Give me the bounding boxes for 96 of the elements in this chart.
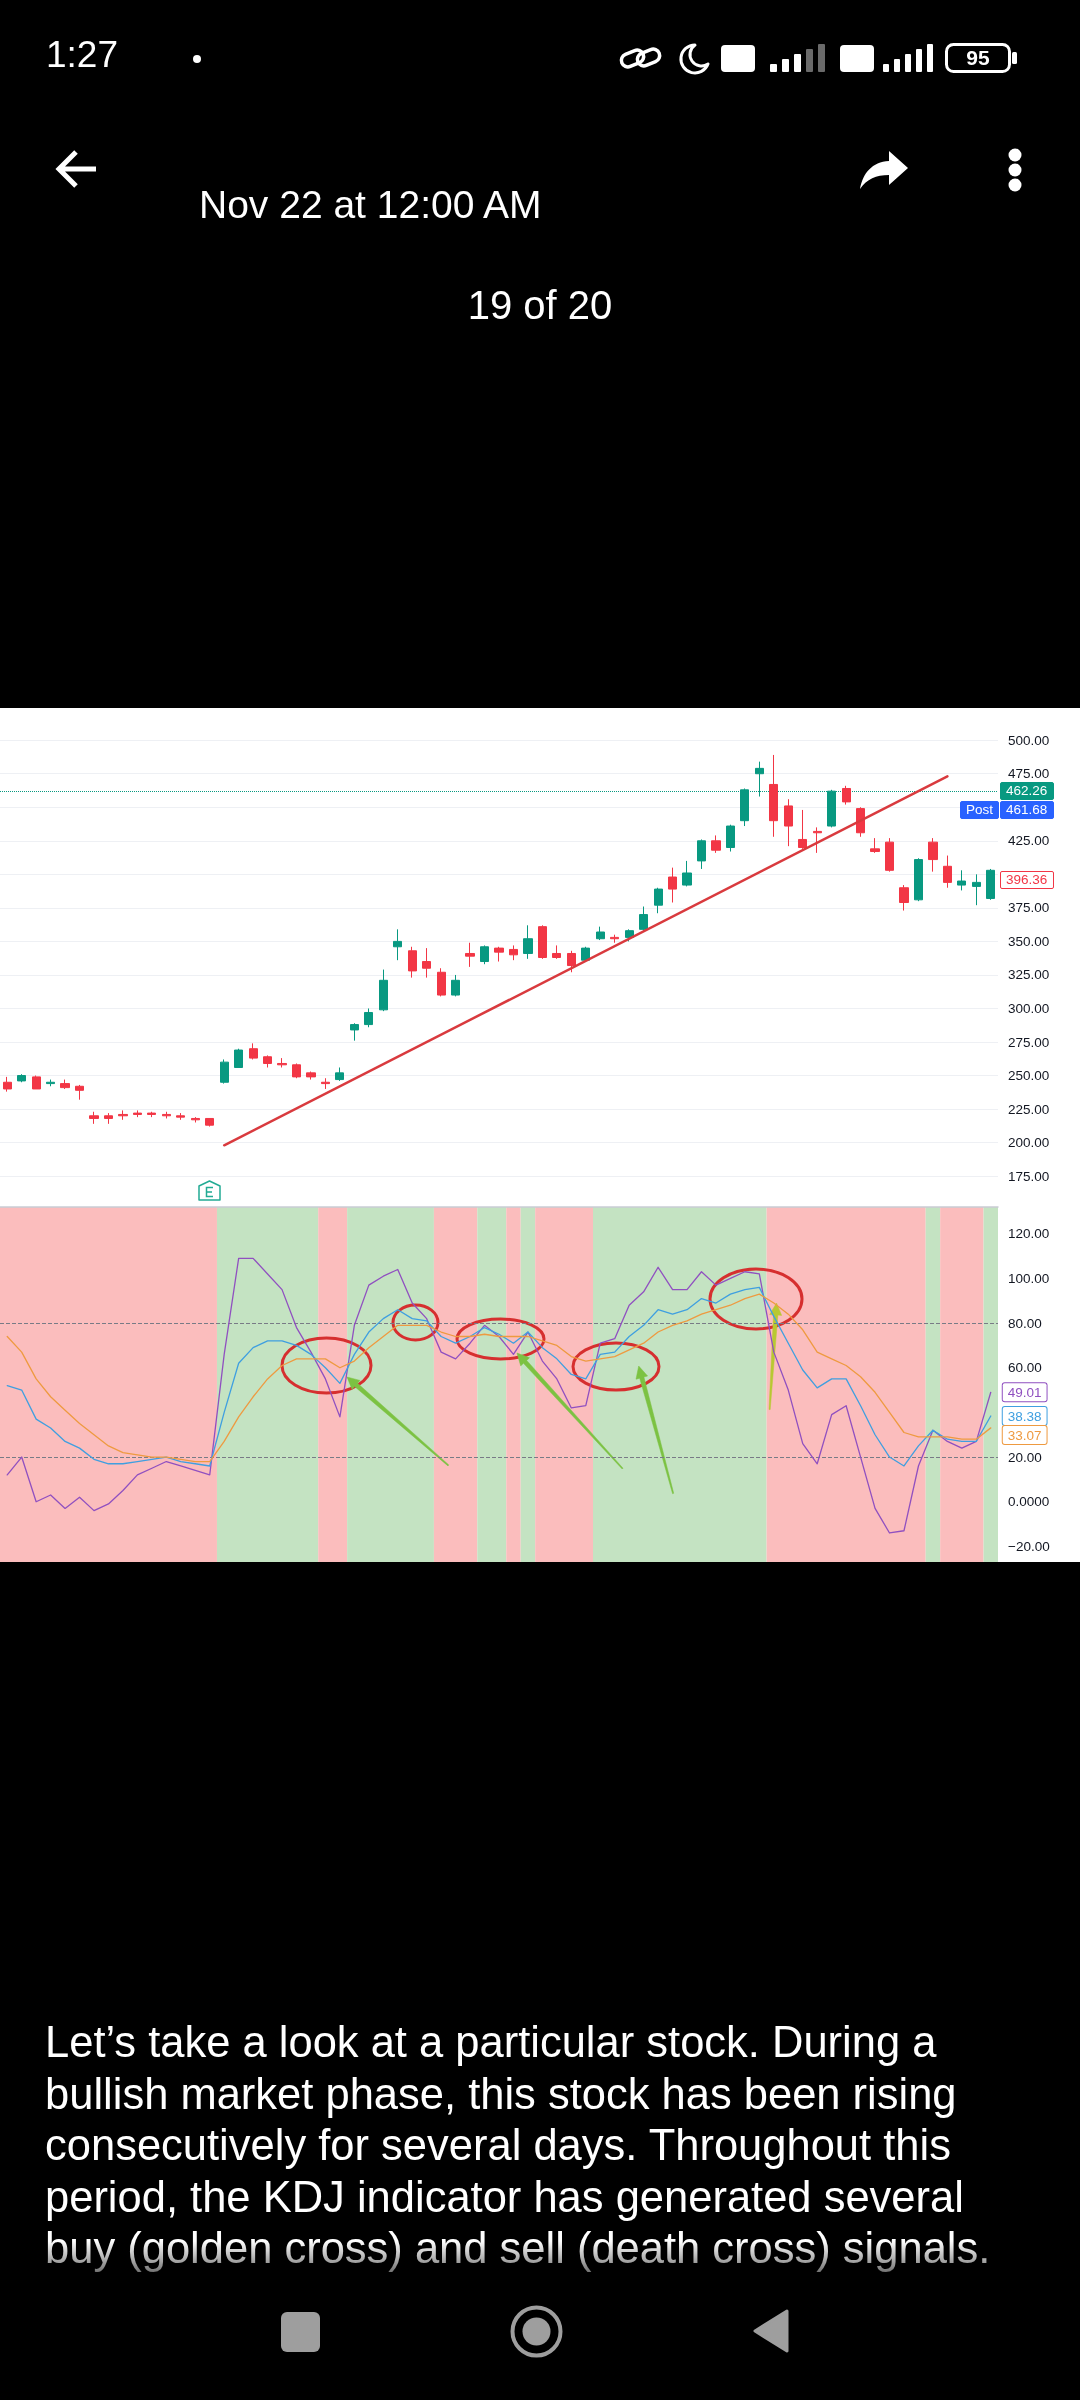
y-tick-label: 175.00 — [1008, 1168, 1050, 1184]
line-series — [6, 1257, 992, 1534]
text: 19 of 20 — [466, 283, 614, 327]
candlestick — [3, 1076, 12, 1093]
candlestick — [451, 974, 460, 997]
candlestick — [75, 1084, 84, 1101]
candlestick — [162, 1111, 171, 1119]
candlestick — [726, 824, 735, 853]
y-tick-label: 300.00 — [1008, 1000, 1050, 1016]
candlestick — [46, 1079, 55, 1087]
candlestick — [191, 1116, 200, 1123]
candlestick — [480, 944, 489, 965]
candlestick — [104, 1112, 113, 1125]
candlestick — [711, 834, 721, 854]
candlestick — [249, 1042, 258, 1060]
candlestick — [465, 942, 475, 968]
y-tick-label: 200.00 — [1008, 1135, 1050, 1151]
candlestick — [147, 1111, 156, 1118]
candlestick — [220, 1058, 229, 1085]
candlestick — [263, 1054, 272, 1068]
candlestick — [928, 837, 938, 873]
candlestick — [205, 1117, 214, 1128]
y-tick-label: 250.00 — [1008, 1068, 1050, 1084]
ref-line-label: 462.26 — [1000, 781, 1054, 800]
y-tick-label: 425.00 — [1008, 833, 1050, 849]
candlestick — [133, 1109, 142, 1118]
candlestick — [335, 1066, 344, 1082]
candlestick — [292, 1062, 301, 1079]
candlestick — [972, 873, 981, 906]
candlestick — [552, 944, 561, 960]
candlestick — [408, 946, 417, 979]
y-tick-label: 475.00 — [1008, 766, 1050, 782]
y-tick-label: 350.00 — [1008, 933, 1050, 949]
y-tick-label: 80.00 — [1008, 1315, 1042, 1331]
candlestick — [509, 944, 518, 961]
y-tick-label: 0.0000 — [1008, 1494, 1050, 1510]
candlestick — [668, 867, 677, 903]
candlestick — [957, 869, 966, 891]
candlestick — [422, 947, 431, 979]
y-tick-label: 60.00 — [1008, 1360, 1042, 1376]
data-label: 33.07 — [1007, 1427, 1042, 1443]
candlestick — [32, 1075, 41, 1090]
candlestick — [682, 860, 692, 887]
y-tick-label: 100.00 — [1008, 1270, 1050, 1286]
candlestick — [914, 857, 923, 902]
data-label: 49.01 — [1007, 1384, 1042, 1400]
candlestick — [17, 1073, 26, 1083]
candlestick — [697, 838, 706, 870]
candlestick — [306, 1071, 316, 1081]
candlestick — [899, 884, 909, 912]
candlestick — [60, 1079, 70, 1090]
candlestick — [943, 855, 952, 889]
candlestick — [567, 950, 576, 973]
y-tick-label: −20.00 — [1008, 1538, 1050, 1554]
text: Nov 22 at 12:00 AM — [199, 183, 542, 226]
candlestick — [842, 785, 851, 806]
candlestick — [350, 1022, 359, 1042]
candlestick — [89, 1111, 99, 1125]
annotation: Post — [960, 801, 1000, 819]
text: 1:27 — [46, 34, 119, 75]
y-tick-label: 120.00 — [1008, 1226, 1050, 1242]
candlestick — [813, 826, 822, 854]
candlestick — [784, 798, 793, 847]
text: Let’s take a look at a particular stock. During a bullish market phase, this stock has been rising consecutively for several days. Throughout this period, the KDJ indicator has generated several buy (golden cross) and sell (death cross) signals. — [45, 2017, 992, 2275]
candlestick — [581, 946, 590, 963]
y-tick-label: 500.00 — [1008, 732, 1050, 748]
candlestick — [118, 1109, 128, 1121]
candlestick — [321, 1077, 330, 1090]
candlestick — [494, 946, 504, 963]
y-tick-label: 275.00 — [1008, 1034, 1050, 1050]
data-label: 38.38 — [1007, 1408, 1042, 1424]
candlestick — [393, 928, 402, 961]
candlestick — [596, 926, 605, 941]
candlestick — [639, 906, 648, 932]
text: 396.36 — [1000, 871, 1054, 889]
candlestick — [277, 1057, 287, 1068]
y-tick-label: 325.00 — [1008, 967, 1050, 983]
candlestick — [379, 969, 388, 1012]
candlestick — [769, 754, 778, 838]
candlestick — [364, 1007, 373, 1028]
y-tick-label: 20.00 — [1008, 1449, 1042, 1465]
candlestick — [234, 1048, 243, 1068]
candlestick — [870, 837, 880, 854]
text: 461.68 — [1000, 801, 1054, 819]
y-tick-label: 375.00 — [1008, 900, 1050, 916]
candlestick — [176, 1112, 185, 1121]
y-tick-label: 225.00 — [1008, 1101, 1050, 1117]
candlestick — [610, 934, 619, 944]
candlestick — [885, 837, 894, 873]
candlestick — [437, 967, 446, 997]
candlestick — [798, 809, 807, 850]
text: 95 — [965, 46, 991, 69]
candlestick — [538, 924, 547, 960]
candlestick — [986, 868, 995, 901]
candlestick — [523, 924, 533, 960]
candlestick — [654, 887, 663, 914]
